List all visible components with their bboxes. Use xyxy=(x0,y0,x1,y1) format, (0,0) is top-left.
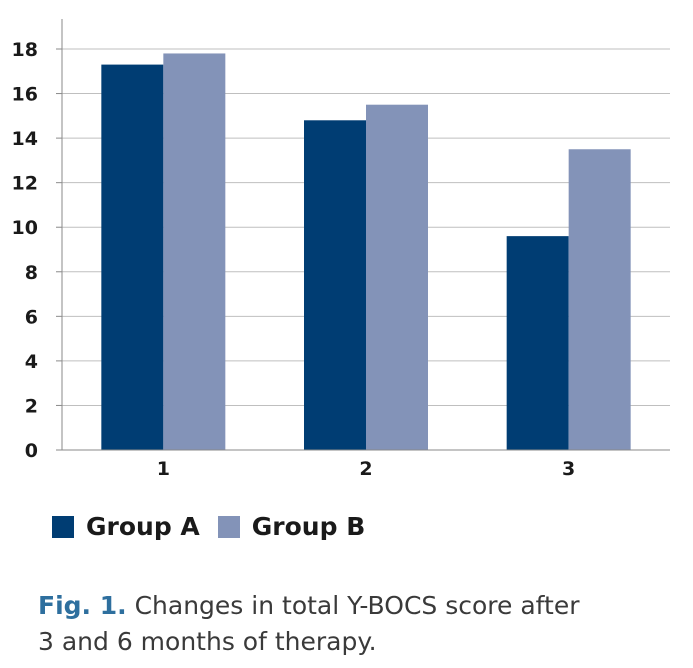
bars xyxy=(101,53,631,451)
bar-group-b-3 xyxy=(568,149,631,450)
bar-group-a-2 xyxy=(304,120,366,451)
x-tick-label-3: 3 xyxy=(562,458,575,480)
caption-line-1: Changes in total Y-BOCS score after xyxy=(126,591,580,620)
x-tick-label-2: 2 xyxy=(359,458,372,480)
y-tick-label-12: 12 xyxy=(12,173,38,195)
axes xyxy=(56,19,670,451)
caption-prefix: Fig. 1. xyxy=(38,591,127,620)
legend-label-group-b: Group B xyxy=(251,512,366,541)
legend-item-group-a: Group A xyxy=(52,512,200,541)
bar-group-a-3 xyxy=(506,236,569,450)
y-tick-label-14: 14 xyxy=(12,128,38,150)
y-tick-label-18: 18 xyxy=(12,39,38,61)
y-tick-label-8: 8 xyxy=(25,262,38,284)
x-tick-label-1: 1 xyxy=(157,458,170,480)
x-tick-labels: 1 2 3 xyxy=(157,458,576,480)
bar-group-b-2 xyxy=(366,104,428,450)
y-tick-label-2: 2 xyxy=(25,395,38,417)
legend-swatch-group-b xyxy=(217,515,240,538)
y-tick-label-4: 4 xyxy=(25,351,38,373)
y-tick-label-6: 6 xyxy=(25,306,38,328)
y-tick-label-0: 0 xyxy=(25,440,38,462)
figure-caption: Fig. 1. Changes in total Y-BOCS score af… xyxy=(38,588,678,660)
y-tick-label-10: 10 xyxy=(12,217,38,239)
y-tick-labels: 0 2 4 6 8 10 12 14 16 18 xyxy=(12,39,38,462)
legend-item-group-b: Group B xyxy=(217,512,366,541)
legend-swatch-group-a xyxy=(52,515,74,538)
legend-label-group-a: Group A xyxy=(86,512,200,541)
bar-group-b-1 xyxy=(163,53,226,450)
y-tick-label-16: 16 xyxy=(12,84,38,106)
caption-line-2: 3 and 6 months of therapy. xyxy=(38,627,377,656)
legend: Group A Group B xyxy=(52,512,383,541)
bar-group-a-1 xyxy=(101,64,164,450)
